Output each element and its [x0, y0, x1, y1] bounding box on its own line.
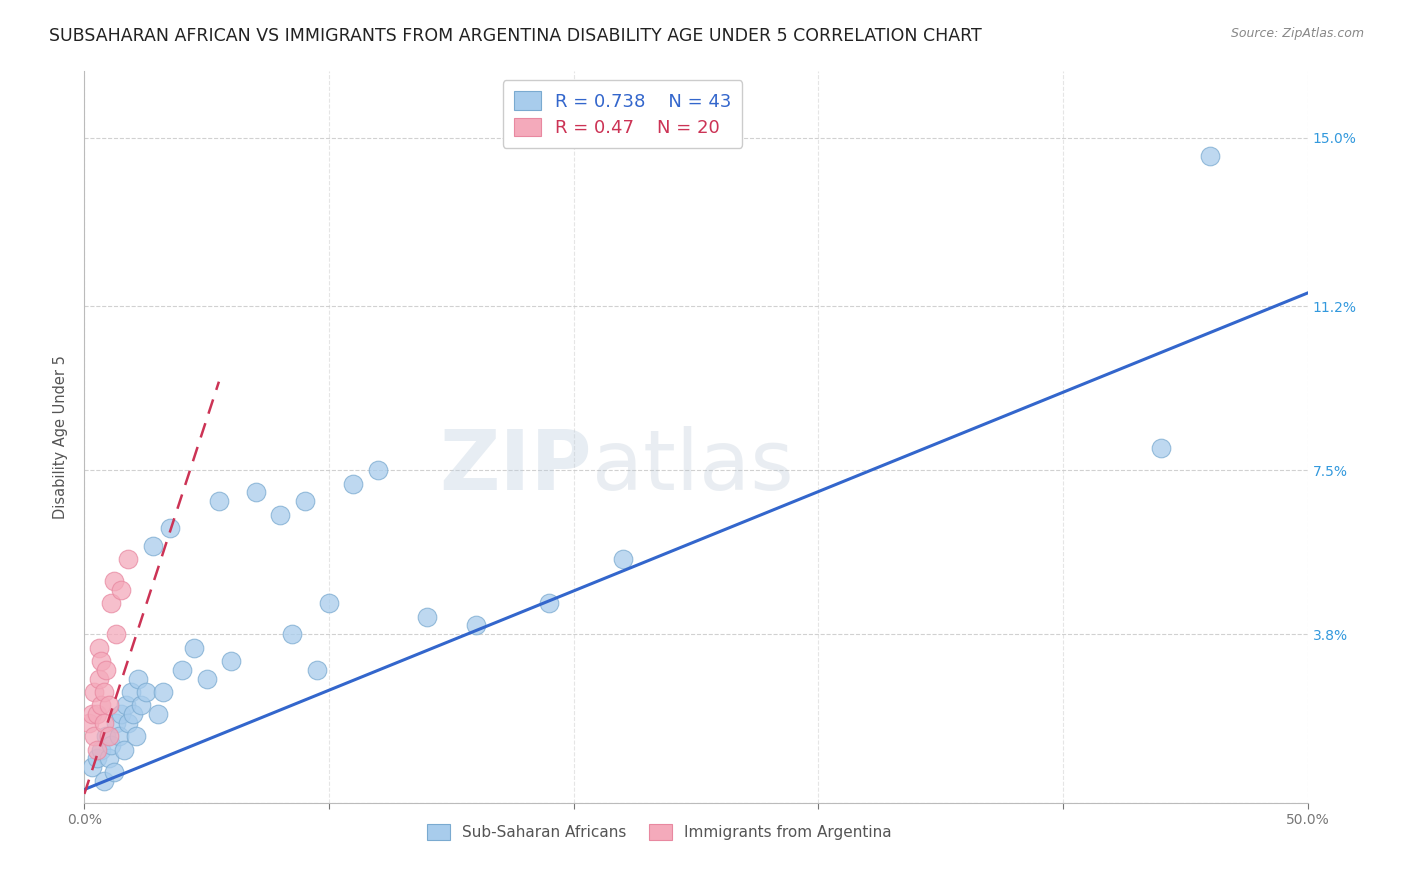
Point	[129, 698, 152, 713]
Point	[367, 463, 389, 477]
Point	[105, 627, 128, 641]
Point	[97, 698, 120, 713]
Point	[269, 508, 291, 522]
Point	[294, 494, 316, 508]
Point	[146, 707, 169, 722]
Point	[245, 485, 267, 500]
Point	[90, 698, 112, 713]
Point	[96, 663, 118, 677]
Point	[80, 760, 103, 774]
Point	[80, 707, 103, 722]
Point	[152, 685, 174, 699]
Point	[97, 751, 120, 765]
Point	[115, 698, 138, 713]
Point	[416, 609, 439, 624]
Text: ZIP: ZIP	[440, 425, 592, 507]
Point	[125, 729, 148, 743]
Point	[86, 742, 108, 756]
Point	[100, 738, 122, 752]
Y-axis label: Disability Age Under 5: Disability Age Under 5	[52, 355, 67, 519]
Point	[142, 539, 165, 553]
Point	[100, 596, 122, 610]
Point	[90, 654, 112, 668]
Point	[110, 582, 132, 597]
Point	[464, 618, 486, 632]
Legend: Sub-Saharan Africans, Immigrants from Argentina: Sub-Saharan Africans, Immigrants from Ar…	[420, 818, 898, 847]
Point	[86, 751, 108, 765]
Point	[159, 521, 181, 535]
Point	[96, 729, 118, 743]
Point	[103, 574, 125, 589]
Point	[93, 773, 115, 788]
Point	[107, 729, 129, 743]
Point	[318, 596, 340, 610]
Point	[208, 494, 231, 508]
Point	[195, 672, 218, 686]
Point	[93, 685, 115, 699]
Point	[117, 716, 139, 731]
Point	[117, 552, 139, 566]
Point	[305, 663, 328, 677]
Point	[538, 596, 561, 610]
Point	[183, 640, 205, 655]
Point	[281, 627, 304, 641]
Point	[86, 707, 108, 722]
Text: atlas: atlas	[592, 425, 794, 507]
Point	[122, 707, 145, 722]
Point	[219, 654, 242, 668]
Point	[135, 685, 157, 699]
Point	[97, 729, 120, 743]
Point	[83, 729, 105, 743]
Point	[90, 742, 112, 756]
Point	[1150, 441, 1173, 455]
Point	[83, 685, 105, 699]
Point	[105, 716, 128, 731]
Point	[112, 742, 135, 756]
Point	[110, 707, 132, 722]
Point	[120, 685, 142, 699]
Point	[127, 672, 149, 686]
Point	[342, 476, 364, 491]
Point	[172, 663, 194, 677]
Point	[87, 640, 110, 655]
Point	[77, 716, 100, 731]
Point	[87, 672, 110, 686]
Text: Source: ZipAtlas.com: Source: ZipAtlas.com	[1230, 27, 1364, 40]
Point	[103, 764, 125, 779]
Point	[612, 552, 634, 566]
Text: SUBSAHARAN AFRICAN VS IMMIGRANTS FROM ARGENTINA DISABILITY AGE UNDER 5 CORRELATI: SUBSAHARAN AFRICAN VS IMMIGRANTS FROM AR…	[49, 27, 981, 45]
Point	[93, 716, 115, 731]
Point	[1198, 148, 1220, 162]
